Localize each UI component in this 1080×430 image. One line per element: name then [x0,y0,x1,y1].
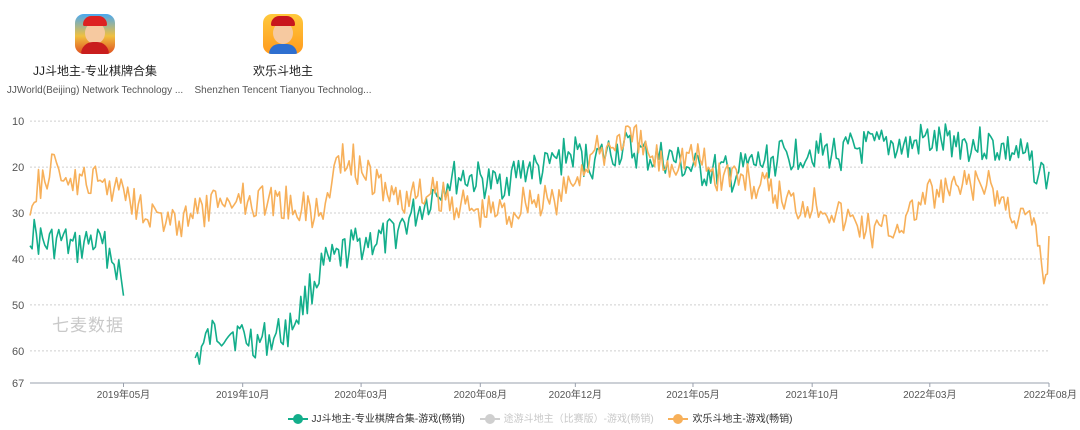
legend-marker-icon [479,414,500,425]
series-line-0-segment-1 [194,123,1050,365]
legend-label: 欢乐斗地主-游戏(畅销) [692,414,793,425]
jj-doudizhu-app-icon [75,14,115,54]
x-tick-label: 2020年03月 [334,388,387,401]
x-tick-label: 2019年05月 [97,388,150,401]
legend-marker-icon [287,414,308,425]
y-tick-label: 30 [12,208,24,220]
legend-item-tuyou[interactable]: 途游斗地主（比赛版）-游戏(畅销) [479,410,654,425]
series-line-0-segment-0 [29,218,125,296]
x-tick-label: 2022年03月 [903,388,956,401]
series-line-2-segment-0 [29,124,1050,285]
app-developer: Shenzhen Tencent Tianyou Technolog... [194,85,372,96]
legend-item-huanle[interactable]: 欢乐斗地主-游戏(畅销) [668,410,792,425]
x-tick-label: 2020年08月 [454,388,507,401]
legend-label: 途游斗地主（比赛版）-游戏(畅销) [503,414,654,425]
y-tick-label: 40 [12,254,24,266]
x-axis: 2019年05月 2019年10月 2020年03月 2020年08月 2020年12月… [30,382,1077,401]
app-developer: JJWorld(Beijing) Network Technology ... [6,85,184,96]
series-lines [29,123,1050,365]
app-name: 欢乐斗地主 [252,64,313,78]
app-card-jj[interactable]: JJ斗地主-专业棋牌合集 JJWorld(Beijing) Network Te… [0,14,190,96]
y-tick-label: 10 [12,116,24,128]
app-card-huanle[interactable]: 欢乐斗地主 Shenzhen Tencent Tianyou Technolog… [188,14,378,96]
y-tick-label: 50 [12,300,24,312]
watermark: 七麦数据 [52,316,124,335]
y-tick-label: 67 [12,378,24,390]
x-tick-label: 2019年10月 [216,388,269,401]
legend-item-jj[interactable]: JJ斗地主-专业棋牌合集-游戏(畅销) [287,410,465,425]
legend-marker-icon [668,414,689,425]
x-tick-label: 2021年05月 [666,388,719,401]
x-tick-label: 2020年12月 [549,388,602,401]
chart-legend: JJ斗地主-专业棋牌合集-游戏(畅销) 途游斗地主（比赛版）-游戏(畅销) 欢乐… [0,410,1080,425]
y-tick-label: 60 [12,346,24,358]
y-tick-label: 20 [12,162,24,174]
app-name: JJ斗地主-专业棋牌合集 [33,64,157,78]
x-tick-label: 2022年08月 [1024,388,1077,401]
x-tick-label: 2021年10月 [785,388,838,401]
legend-label: JJ斗地主-专业棋牌合集-游戏(畅销) [311,414,465,425]
huanle-doudizhu-app-icon [263,14,303,54]
y-axis: 10 20 30 40 50 60 67 [12,116,24,390]
